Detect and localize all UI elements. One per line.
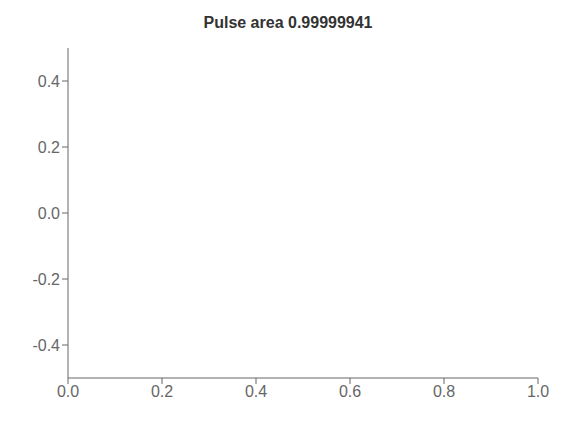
svg-text:0.2: 0.2 [151, 383, 173, 400]
svg-text:1.0: 1.0 [527, 383, 549, 400]
svg-text:0.8: 0.8 [433, 383, 455, 400]
svg-text:0.0: 0.0 [38, 205, 60, 222]
svg-text:0.4: 0.4 [38, 73, 60, 90]
html-text:Pulse area 0.99999941: Pulse area 0.99999941 [203, 14, 373, 31]
svg-text:-0.2: -0.2 [32, 271, 60, 288]
svg-text:0.4: 0.4 [245, 383, 267, 400]
svg-text:0.6: 0.6 [339, 383, 361, 400]
svg-text:-0.4: -0.4 [32, 337, 60, 354]
svg-text:0.0: 0.0 [57, 383, 79, 400]
svg-text:0.2: 0.2 [38, 139, 60, 156]
